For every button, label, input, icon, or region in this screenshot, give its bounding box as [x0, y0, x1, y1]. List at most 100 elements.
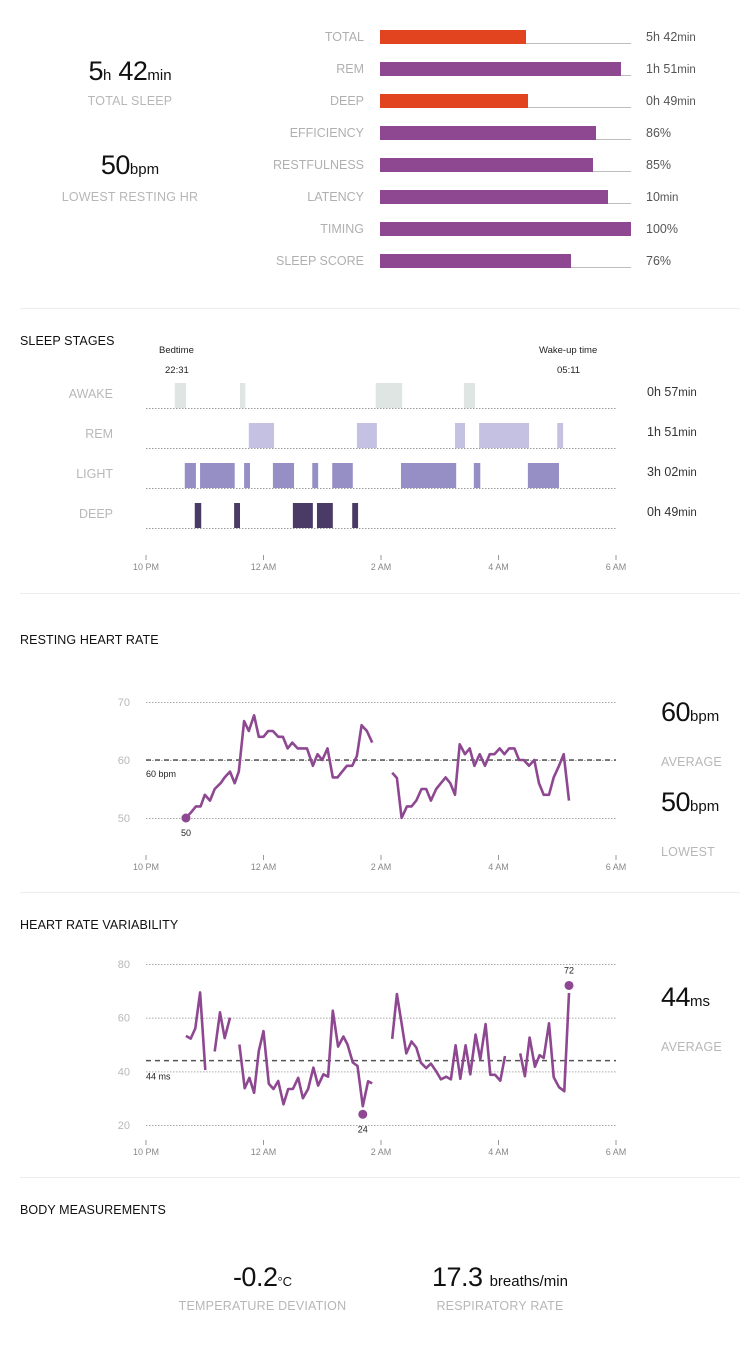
y-tick-label: 70: [118, 697, 130, 709]
y-tick-label: 60: [118, 755, 130, 767]
wakeup-label: Wake-up time: [539, 345, 598, 356]
series-line-segmentB: [213, 1010, 232, 1052]
lowest-hr-value: 50bpm: [100, 150, 160, 180]
x-tick-label: 10 PM: [133, 1147, 159, 1157]
metric-value-number: 10: [646, 190, 660, 204]
min-marker-label: 24: [358, 1124, 368, 1134]
metric-value: 85%: [646, 158, 671, 172]
section-divider: [20, 892, 740, 893]
bedtime-value: 22:31: [165, 365, 189, 376]
metric-value-number: 100%: [646, 222, 678, 236]
stage-segment-light: [312, 463, 319, 488]
stage-segment-deep: [234, 503, 240, 528]
stage-segment-rem: [248, 423, 275, 448]
stage-total-value: 0h 57: [647, 385, 679, 399]
metric-bar-fill: [380, 190, 609, 204]
stage-label: REM: [85, 427, 113, 441]
hrv-average-label: AVERAGE: [661, 1040, 722, 1054]
stage-total-value: 1h 51: [647, 425, 679, 439]
resting-hr-chart: 50 60 70 60 bpm 50 10 PM 12 AM 2 AM 4 AM 6 AM: [118, 697, 627, 872]
sleep-stages-title: SLEEP STAGES: [20, 334, 115, 348]
metric-label: SLEEP SCORE: [275, 254, 364, 268]
min-marker: [181, 813, 191, 823]
stage-total-unit: min: [678, 387, 697, 399]
temperature-value: -0.2°C: [232, 1262, 293, 1292]
stage-segment-rem: [356, 423, 377, 448]
stage-label: DEEP: [78, 507, 113, 521]
stage-segment-deep: [194, 503, 202, 528]
stage-total: 0h 57min: [647, 385, 697, 399]
stage-segment-light: [272, 463, 295, 488]
stage-total-unit: min: [678, 427, 697, 439]
metric-value-number: 5h 42: [646, 30, 678, 44]
metric-value-number: 1h 51: [646, 62, 678, 76]
stage-segment-light: [200, 463, 235, 488]
temperature-label: TEMPERATURE DEVIATION: [178, 1299, 347, 1313]
metric-bar-track: [380, 62, 631, 76]
metric-value-unit: min: [659, 192, 679, 204]
bedtime-label: Bedtime: [159, 345, 194, 356]
sleep-stages-chart: 10 PM 12 AM 2 AM 4 AM 6 AM: [133, 383, 627, 572]
y-tick-label: 20: [118, 1120, 130, 1132]
y-tick-label: 50: [118, 813, 130, 825]
stage-segment-deep: [352, 503, 359, 528]
section-divider: [20, 1177, 740, 1178]
max-marker: [564, 980, 574, 990]
stage-segment-rem: [479, 423, 530, 448]
metric-label: EFFICIENCY: [289, 126, 364, 140]
body-measurements-title: BODY MEASUREMENTS: [20, 1203, 166, 1217]
series-line-segment2: [391, 743, 571, 820]
section-divider: [20, 308, 740, 309]
x-tick-label: 4 AM: [488, 562, 509, 572]
metric-value-number: 86%: [646, 126, 672, 140]
average-line-label: 60 bpm: [146, 769, 176, 779]
stage-segment-light: [332, 463, 353, 488]
series-line-segmentA: [185, 991, 207, 1071]
metric-label: LATENCY: [307, 190, 364, 204]
metric-bar-track: [380, 158, 631, 172]
stage-segment-light: [244, 463, 250, 488]
metric-label: DEEP: [329, 94, 364, 108]
stage-segment-light: [184, 463, 196, 488]
stage-segment-awake: [240, 383, 246, 408]
min-marker-label: 50: [181, 828, 191, 838]
stage-total-unit: min: [678, 467, 697, 479]
series-line-segmentD: [390, 992, 507, 1082]
metric-bar-track: [380, 30, 631, 44]
stage-segment-light: [473, 463, 481, 488]
metric-value-number: 0h 49: [646, 94, 678, 108]
x-tick-label: 6 AM: [606, 862, 627, 872]
total-sleep-value: 5h 42min: [88, 56, 172, 86]
metric-bar-fill: [380, 222, 631, 236]
x-tick-label: 6 AM: [606, 562, 627, 572]
stage-total-value: 3h 02: [647, 465, 679, 479]
metric-bar-track: [380, 126, 631, 140]
metric-bar-track: [380, 94, 631, 108]
metric-value-number: 85%: [646, 158, 672, 172]
x-tick-label: 4 AM: [488, 862, 509, 872]
hrv-average-value: 44ms: [661, 982, 711, 1012]
metric-value: 76%: [646, 254, 671, 268]
stage-segment-deep: [292, 503, 313, 528]
stage-total-value: 0h 49: [647, 505, 679, 519]
y-tick-label: 40: [118, 1066, 130, 1078]
stage-total: 1h 51min: [647, 425, 697, 439]
hrv-title: HEART RATE VARIABILITY: [20, 918, 179, 932]
y-tick-label: 80: [118, 959, 130, 971]
metric-label: RESTFULNESS: [273, 158, 364, 172]
lowest-hr-label: LOWEST RESTING HR: [61, 190, 199, 204]
metric-bar-fill: [380, 94, 529, 108]
metric-value: 86%: [646, 126, 671, 140]
total-sleep-label: TOTAL SLEEP: [87, 94, 173, 108]
stage-total-unit: min: [678, 507, 697, 519]
metric-value-unit: min: [677, 64, 696, 76]
stage-segment-awake: [174, 383, 186, 408]
wakeup-value: 05:11: [557, 365, 581, 376]
metric-label: TOTAL: [324, 30, 364, 44]
resting-hr-title: RESTING HEART RATE: [20, 633, 159, 647]
metric-label: TIMING: [320, 222, 364, 236]
respiratory-value: 17.3 breaths/min: [432, 1262, 568, 1292]
x-tick-label: 12 AM: [251, 862, 277, 872]
stage-label: LIGHT: [76, 467, 113, 481]
max-marker-label: 72: [564, 965, 574, 975]
